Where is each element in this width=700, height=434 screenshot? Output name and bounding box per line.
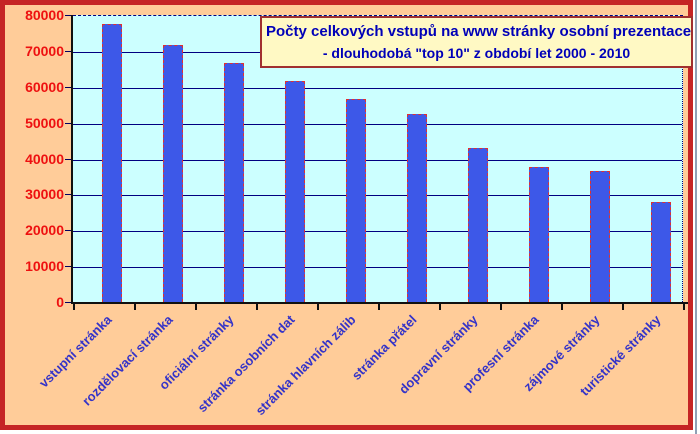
chart-title: Počty celkových vstupů na www stránky os… [266,23,692,40]
x-axis-tick [134,304,136,310]
bar [163,45,183,302]
x-axis-tick [378,304,380,310]
y-axis-tick-label: 80000 [25,7,64,23]
y-axis-tick [65,194,71,195]
x-axis-label: vstupní stránka [36,312,115,391]
x-axis-tick [256,304,258,310]
y-axis-tick [65,159,71,160]
y-axis-tick-label: 20000 [25,222,64,238]
bar [285,81,305,302]
bar [590,171,610,302]
gridline [73,231,682,232]
bar [529,167,549,302]
bar [102,24,122,302]
y-axis-tick [65,87,71,88]
y-axis-tick [65,302,71,303]
bar [407,114,427,302]
gridline [73,88,682,89]
y-axis-tick-label: 0 [56,294,64,310]
right-edge-strip [693,0,700,434]
y-axis-tick [65,51,71,52]
y-axis-tick [65,123,71,124]
y-axis-tick [65,15,71,16]
gridline [73,160,682,161]
y-axis-tick [65,266,71,267]
y-axis-tick-label: 10000 [25,258,64,274]
x-axis-tick [317,304,319,310]
chart-title-box: Počty celkových vstupů na www stránky os… [260,16,693,68]
bar [224,63,244,302]
x-axis-line [71,302,688,304]
x-axis-tick [622,304,624,310]
x-axis-tick [561,304,563,310]
window-edge-line [695,0,697,434]
x-axis-tick [195,304,197,310]
x-axis-tick [683,304,685,310]
bar [468,148,488,302]
bar [346,99,366,302]
x-axis-tick [500,304,502,310]
gridline [73,195,682,196]
y-axis-tick-label: 70000 [25,43,64,59]
bottom-edge-strip [0,430,693,434]
gridline [73,124,682,125]
y-axis-tick-label: 60000 [25,79,64,95]
y-axis-line [71,15,73,304]
y-axis-tick [65,230,71,231]
gridline [73,267,682,268]
x-axis-tick [439,304,441,310]
y-axis-tick-label: 50000 [25,115,64,131]
x-axis-tick [73,304,75,310]
y-axis-tick-label: 30000 [25,186,64,202]
chart-subtitle: - dlouhodobá "top 10" z období let 2000 … [322,45,631,61]
bar [651,202,671,302]
y-axis-tick-label: 40000 [25,151,64,167]
